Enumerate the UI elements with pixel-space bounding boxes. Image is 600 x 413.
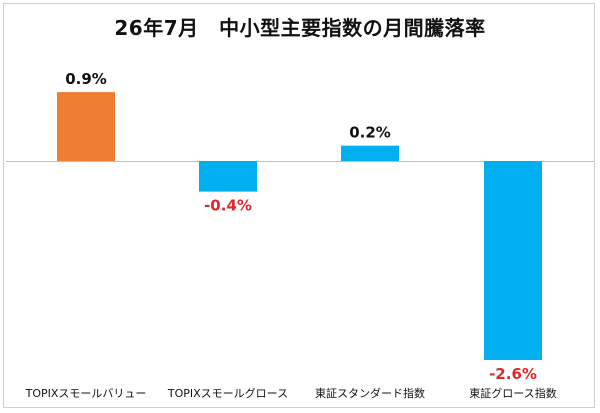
bars-group [57, 92, 542, 361]
chart-title: 26年7月 中小型主要指数の月間騰落率 [114, 16, 486, 40]
value-label-4: -2.6% [489, 365, 537, 383]
value-labels-group: 0.9% -0.4% 0.2% -2.6% [65, 70, 537, 383]
category-label-4: 東証グロース指数 [469, 386, 556, 400]
bar-3 [341, 145, 399, 161]
value-label-1: 0.9% [65, 70, 107, 88]
value-label-2: -0.4% [204, 197, 252, 215]
category-labels-group: TOPIXスモールバリュー TOPIXスモールグロース 東証スタンダード指数 東証グロ… [25, 386, 557, 400]
category-label-1: TOPIXスモールバリュー [25, 387, 147, 400]
category-label-3: 東証スタンダード指数 [315, 386, 425, 400]
bar-1 [57, 92, 115, 161]
category-label-2: TOPIXスモールグロース [167, 386, 288, 400]
value-label-3: 0.2% [349, 124, 391, 142]
bar-2 [199, 161, 257, 192]
bar-4 [484, 161, 542, 361]
